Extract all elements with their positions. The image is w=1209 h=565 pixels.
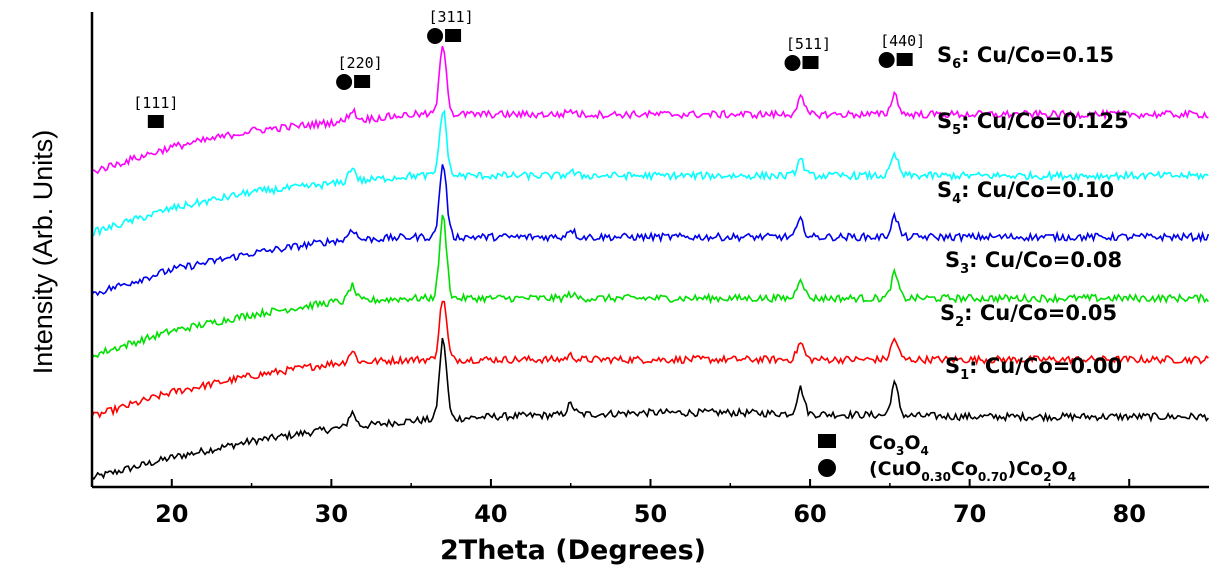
legend-marker-circle [818, 459, 836, 477]
y-axis-label: Intensity (Arb. Units) [28, 130, 58, 375]
legend: Co3O4(CuO0.30Co0.70)Co2O4 [818, 432, 1076, 484]
square-marker [896, 53, 913, 66]
peak-label-5: [440] [880, 32, 925, 50]
series-layer [91, 45, 1209, 481]
series-label-2: S2: Cu/Co=0.05 [940, 301, 1117, 330]
series-line-6 [91, 45, 1209, 175]
x-axis-label: 2Theta (Degrees) [440, 535, 706, 565]
square-marker [354, 75, 371, 88]
x-tick-label-60: 60 [793, 500, 826, 528]
square-marker [802, 56, 819, 69]
x-tick-label-50: 50 [634, 500, 667, 528]
square-marker [147, 115, 164, 128]
series-label-4: S4: Cu/Co=0.10 [937, 178, 1114, 207]
circle-marker [784, 55, 801, 71]
x-tick-label-30: 30 [315, 500, 348, 528]
series-label-1: S1: Cu/Co=0.00 [945, 354, 1122, 383]
peak-label-3: [311] [428, 8, 473, 26]
series-line-5 [91, 109, 1209, 237]
axes: 20 30 40 50 60 70 80 2Theta (Degrees) Intensity … [28, 12, 1209, 565]
square-marker [445, 29, 462, 42]
x-tick-label-70: 70 [953, 500, 986, 528]
circle-marker [336, 74, 353, 90]
x-tick-label-40: 40 [474, 500, 507, 528]
legend-label-1: Co3O4 [869, 432, 929, 458]
series-label-3: S3: Cu/Co=0.08 [945, 248, 1122, 277]
series-line-1 [91, 337, 1209, 481]
peak-label-4: [511] [786, 35, 831, 53]
legend-marker-square [818, 434, 836, 448]
series-line-3 [91, 214, 1209, 359]
legend-label-2: (CuO0.30Co0.70)Co2O4 [869, 458, 1076, 484]
peak-label-2: [220] [338, 54, 383, 72]
series-label-6: S6: Cu/Co=0.15 [937, 43, 1114, 72]
peak-annotations: [111] [220] [311] [511] [440] [133, 8, 925, 128]
peak-label-1: [111] [133, 94, 178, 112]
x-tick-label-80: 80 [1113, 500, 1146, 528]
series-labels: S1: Cu/Co=0.00 S2: Cu/Co=0.05 S3: Cu/Co=0.… [937, 43, 1129, 383]
circle-marker [427, 28, 444, 44]
series-line-4 [91, 164, 1209, 297]
x-tick-label-20: 20 [155, 500, 188, 528]
circle-marker [878, 52, 895, 68]
series-label-5: S5: Cu/Co=0.125 [937, 109, 1129, 138]
series-line-2 [91, 300, 1209, 419]
